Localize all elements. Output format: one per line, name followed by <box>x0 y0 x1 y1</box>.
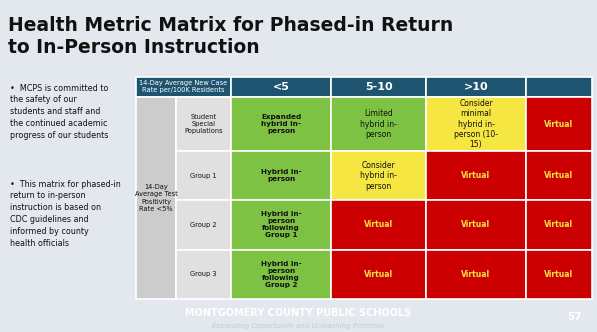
Bar <box>331 151 426 200</box>
Bar <box>426 151 526 200</box>
Bar <box>426 77 526 97</box>
Text: Group 2: Group 2 <box>190 222 217 228</box>
Bar <box>331 250 426 299</box>
Bar <box>526 151 592 200</box>
Text: 5-10: 5-10 <box>365 82 392 92</box>
Bar <box>176 151 231 200</box>
Text: 57: 57 <box>568 312 582 322</box>
Text: Student
Special
Populations: Student Special Populations <box>184 114 223 134</box>
Text: Consider
hybrid in-
person: Consider hybrid in- person <box>360 161 397 191</box>
Bar <box>426 200 526 250</box>
Bar <box>136 97 176 299</box>
Bar <box>231 200 331 250</box>
Text: Limited
hybrid in-
person: Limited hybrid in- person <box>360 109 397 139</box>
Bar <box>331 77 426 97</box>
Text: >10: >10 <box>464 82 488 92</box>
Text: MONTGOMERY COUNTY PUBLIC SCHOOLS: MONTGOMERY COUNTY PUBLIC SCHOOLS <box>185 308 412 318</box>
Text: •  This matrix for phased-in
return to in-person
instruction is based on
CDC gui: • This matrix for phased-in return to in… <box>10 180 121 248</box>
Text: •  MCPS is committed to
the safety of our
students and staff and
the continued a: • MCPS is committed to the safety of our… <box>10 84 109 140</box>
Bar <box>176 200 231 250</box>
Text: Expanding Opportunity and Unleashing Potential: Expanding Opportunity and Unleashing Pot… <box>213 322 384 329</box>
Text: Virtual: Virtual <box>364 270 393 279</box>
Text: 14-Day Average New Case
Rate per/100K Residents: 14-Day Average New Case Rate per/100K Re… <box>139 80 227 93</box>
Text: Virtual: Virtual <box>364 220 393 229</box>
Text: 14-Day
Average Test
Positivity
Rate <5%: 14-Day Average Test Positivity Rate <5% <box>134 184 177 212</box>
Text: Hybrid in-
person: Hybrid in- person <box>261 169 301 182</box>
Text: Virtual: Virtual <box>461 171 491 180</box>
Text: Group 3: Group 3 <box>190 271 217 277</box>
Bar <box>331 200 426 250</box>
Bar <box>526 97 592 151</box>
Bar <box>231 77 331 97</box>
Bar <box>526 200 592 250</box>
Bar <box>331 97 426 151</box>
Text: Hybrid in-
person
following
Group 2: Hybrid in- person following Group 2 <box>261 261 301 288</box>
Text: Virtual: Virtual <box>544 220 574 229</box>
Text: Hybrid in-
person
following
Group 1: Hybrid in- person following Group 1 <box>261 211 301 238</box>
Text: Expanded
hybrid in-
person: Expanded hybrid in- person <box>261 114 301 134</box>
Bar <box>526 250 592 299</box>
Text: Virtual: Virtual <box>544 120 574 128</box>
Bar <box>231 151 331 200</box>
Text: Group 1: Group 1 <box>190 173 217 179</box>
Bar <box>176 250 231 299</box>
Bar <box>526 77 592 97</box>
Bar <box>426 250 526 299</box>
Text: Health Metric Matrix for Phased-in Return
to In-Person Instruction: Health Metric Matrix for Phased-in Retur… <box>8 16 453 57</box>
Bar <box>426 97 526 151</box>
Bar <box>231 97 331 151</box>
Text: Virtual: Virtual <box>544 171 574 180</box>
Bar <box>176 97 231 151</box>
Text: <5: <5 <box>273 82 290 92</box>
Text: Virtual: Virtual <box>461 270 491 279</box>
Text: Virtual: Virtual <box>544 270 574 279</box>
Text: Consider
minimal
hybrid in-
person (10-
15): Consider minimal hybrid in- person (10- … <box>454 99 498 149</box>
Bar <box>136 77 231 97</box>
Text: Virtual: Virtual <box>461 220 491 229</box>
Bar <box>231 250 331 299</box>
